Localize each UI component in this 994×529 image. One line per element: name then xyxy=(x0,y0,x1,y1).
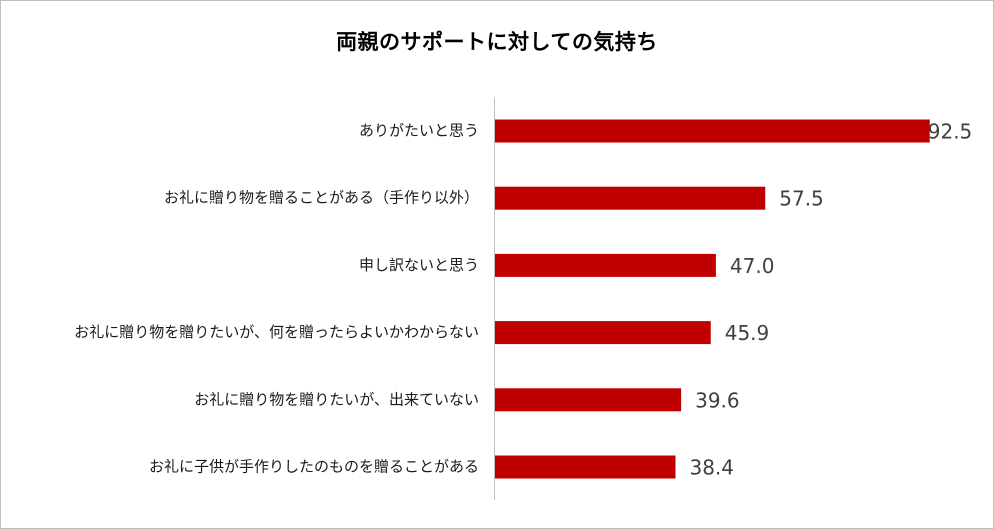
category-label: ありがたいと思う xyxy=(359,122,479,140)
value-label: 57.5 xyxy=(779,187,824,211)
value-label: 92.5 xyxy=(928,120,973,144)
bar xyxy=(495,186,766,210)
bar xyxy=(495,455,676,479)
value-label: 38.4 xyxy=(689,456,734,480)
bar xyxy=(495,119,930,143)
value-label: 47.0 xyxy=(730,254,775,278)
bar xyxy=(495,321,711,345)
category-label: お礼に贈り物を贈りたいが、出来ていない xyxy=(194,390,479,408)
category-label: 申し訳ないと思う xyxy=(359,256,479,274)
category-label: お礼に子供が手作りしたのものを贈ることがある xyxy=(149,458,479,476)
value-label: 45.9 xyxy=(725,321,770,345)
bar xyxy=(495,388,682,412)
value-label: 39.6 xyxy=(695,388,740,412)
bars-layer: ありがたいと思う 92.5 お礼に贈り物を贈ることがある（手作り以外） 57.5 申し訳… xyxy=(74,119,973,480)
category-label: お礼に贈り物を贈りたいが、何を贈ったらよいかわからない xyxy=(74,323,479,341)
bar xyxy=(495,253,716,277)
chart-title: 両親のサポートに対しての気持ち xyxy=(336,30,658,54)
category-label: お礼に贈り物を贈ることがある（手作り以外） xyxy=(164,189,479,207)
